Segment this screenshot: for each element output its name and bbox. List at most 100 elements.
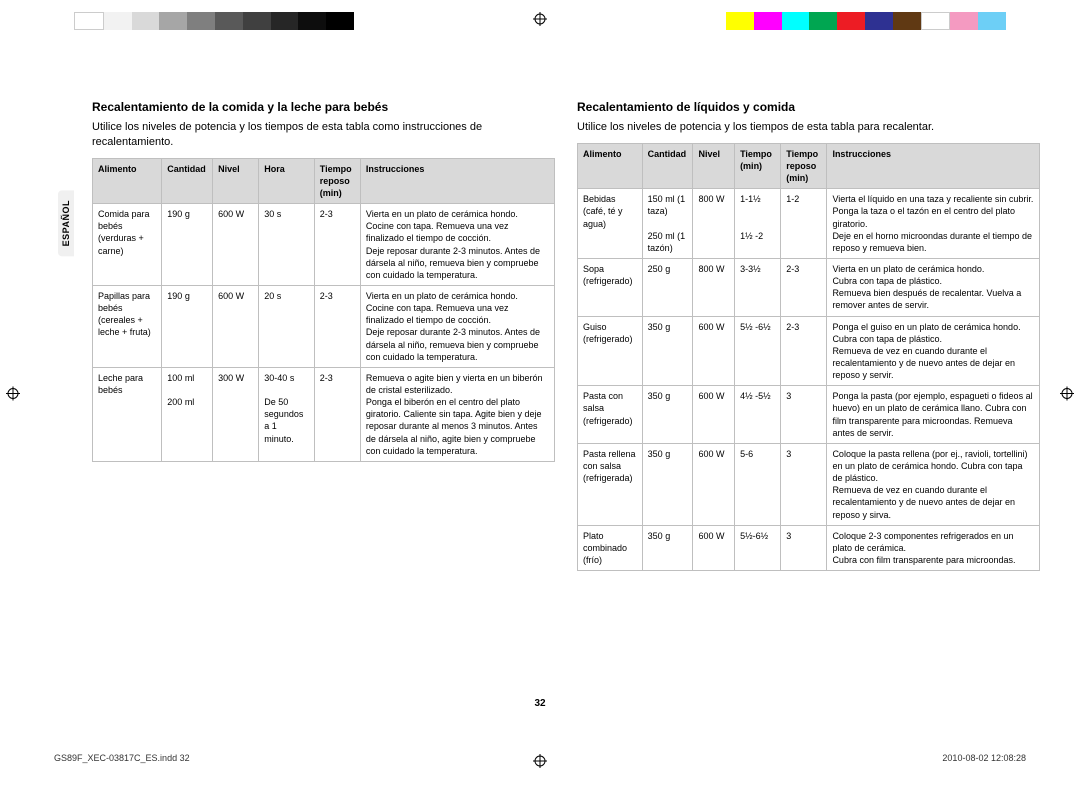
colorbar-right <box>726 12 1006 30</box>
color-swatch <box>865 12 893 30</box>
table-cell: Vierta en un plato de cerámica hondo.Cub… <box>827 258 1040 316</box>
table-cell: 3 <box>781 386 827 444</box>
table-cell: Pasta rellena con salsa (refrigerada) <box>578 443 643 525</box>
footer-timestamp: 2010-08-02 12:08:28 <box>942 753 1026 763</box>
table-cell: 5½ -6½ <box>735 316 781 386</box>
color-swatch <box>782 12 810 30</box>
table-cell: 2-3 <box>781 316 827 386</box>
colorbar-left <box>74 12 354 30</box>
table-cell: 1-2 <box>781 189 827 259</box>
table-cell: 350 g <box>642 443 693 525</box>
table-cell: 800 W <box>693 189 735 259</box>
table-header: Nivel <box>693 143 735 188</box>
table-cell: 600 W <box>693 316 735 386</box>
table-cell: 800 W <box>693 258 735 316</box>
table-cell: 350 g <box>642 316 693 386</box>
table-cell: Ponga el guiso en un plato de cerámica h… <box>827 316 1040 386</box>
color-swatch <box>132 12 160 30</box>
table-cell: Coloque 2-3 componentes refrigerados en … <box>827 525 1040 570</box>
table-cell: 100 ml200 ml <box>162 367 213 461</box>
table-cell: 150 ml (1 taza)250 ml (1 tazón) <box>642 189 693 259</box>
registration-mark-icon <box>533 12 547 29</box>
table-cell: 20 s <box>259 285 314 367</box>
table-cell: Bebidas (café, té y agua) <box>578 189 643 259</box>
table-header: Tiempo reposo (min) <box>314 158 360 203</box>
table-cell: 2-3 <box>314 367 360 461</box>
color-swatch <box>950 12 978 30</box>
table-cell: 4½ -5½ <box>735 386 781 444</box>
table-cell: Sopa (refrigerado) <box>578 258 643 316</box>
table-cell: Remueva o agite bien y vierta en un bibe… <box>360 367 554 461</box>
table-header: Cantidad <box>162 158 213 203</box>
table-cell: 3-3½ <box>735 258 781 316</box>
table-row: Papillas para bebés (cereales + leche + … <box>93 285 555 367</box>
table-cell: 1-1½1½ -2 <box>735 189 781 259</box>
table-cell: 350 g <box>642 525 693 570</box>
table-row: Comida para bebés (verduras + carne)190 … <box>93 204 555 286</box>
table-header: Instrucciones <box>827 143 1040 188</box>
color-swatch <box>921 12 951 30</box>
table-cell: 3 <box>781 443 827 525</box>
table-cell: Plato combinado (frío) <box>578 525 643 570</box>
table-header: Instrucciones <box>360 158 554 203</box>
table-cell: 250 g <box>642 258 693 316</box>
color-swatch <box>243 12 271 30</box>
color-swatch <box>893 12 921 30</box>
column-right: Recalentamiento de líquidos y comida Uti… <box>577 100 1040 729</box>
table-row: Pasta con salsa (refrigerado)350 g600 W4… <box>578 386 1040 444</box>
color-swatch <box>298 12 326 30</box>
table-header: Nivel <box>213 158 259 203</box>
table-cell: 190 g <box>162 285 213 367</box>
page: ESPAÑOL Recalentamiento de la comida y l… <box>0 0 1080 789</box>
table-cell: Ponga la pasta (por ejemplo, espagueti o… <box>827 386 1040 444</box>
table-cell: 190 g <box>162 204 213 286</box>
table-header: Tiempo reposo (min) <box>781 143 827 188</box>
color-swatch <box>726 12 754 30</box>
table-cell: Comida para bebés (verduras + carne) <box>93 204 162 286</box>
section-heading: Recalentamiento de la comida y la leche … <box>92 100 555 114</box>
table-cell: 3 <box>781 525 827 570</box>
section-heading: Recalentamiento de líquidos y comida <box>577 100 1040 114</box>
color-swatch <box>837 12 865 30</box>
table-cell: 350 g <box>642 386 693 444</box>
table-header: Alimento <box>93 158 162 203</box>
table-cell: Vierta en un plato de cerámica hondo.Coc… <box>360 204 554 286</box>
table-cell: Vierta el líquido en una taza y recalien… <box>827 189 1040 259</box>
table-row: Guiso (refrigerado)350 g600 W5½ -6½2-3Po… <box>578 316 1040 386</box>
color-swatch <box>159 12 187 30</box>
color-swatch <box>104 12 132 30</box>
table-cell: Coloque la pasta rellena (por ej., ravio… <box>827 443 1040 525</box>
table-cell: 300 W <box>213 367 259 461</box>
table-cell: Guiso (refrigerado) <box>578 316 643 386</box>
table-cell: 600 W <box>213 285 259 367</box>
table-cell: Vierta en un plato de cerámica hondo.Coc… <box>360 285 554 367</box>
table-header: Cantidad <box>642 143 693 188</box>
column-left: Recalentamiento de la comida y la leche … <box>92 100 555 729</box>
table-header: Hora <box>259 158 314 203</box>
content-area: Recalentamiento de la comida y la leche … <box>92 100 1040 729</box>
table-header: Alimento <box>578 143 643 188</box>
registration-mark-icon <box>1060 386 1074 403</box>
table-row: Plato combinado (frío)350 g600 W5½-6½3Co… <box>578 525 1040 570</box>
table-header: Tiempo (min) <box>735 143 781 188</box>
color-swatch <box>187 12 215 30</box>
registration-mark-icon <box>6 386 20 403</box>
table-cell: 600 W <box>693 525 735 570</box>
color-swatch <box>271 12 299 30</box>
table-row: Sopa (refrigerado)250 g800 W3-3½2-3Viert… <box>578 258 1040 316</box>
table-cell: Pasta con salsa (refrigerado) <box>578 386 643 444</box>
registration-mark-icon <box>533 754 547 771</box>
color-swatch <box>74 12 104 30</box>
section-intro: Utilice los niveles de potencia y los ti… <box>577 120 1040 135</box>
page-number: 32 <box>534 698 545 709</box>
table-cell: 30 s <box>259 204 314 286</box>
color-swatch <box>326 12 354 30</box>
section-intro: Utilice los niveles de potencia y los ti… <box>92 120 555 150</box>
color-swatch <box>978 12 1006 30</box>
color-swatch <box>215 12 243 30</box>
table-cell: 2-3 <box>781 258 827 316</box>
footer-filename: GS89F_XEC-03817C_ES.indd 32 <box>54 753 190 763</box>
table-cell: 2-3 <box>314 204 360 286</box>
table-row: Bebidas (café, té y agua)150 ml (1 taza)… <box>578 189 1040 259</box>
color-swatch <box>809 12 837 30</box>
